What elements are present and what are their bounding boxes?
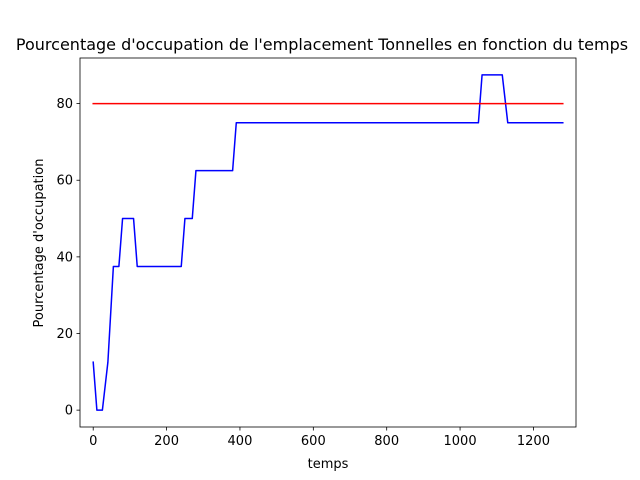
plot-background: [80, 58, 576, 427]
x-axis-label: temps: [308, 457, 349, 472]
y-tick-label: 20: [56, 327, 73, 342]
y-tick-label: 80: [56, 97, 73, 112]
x-tick-label: 600: [301, 434, 326, 449]
y-tick-label: 60: [56, 174, 73, 189]
x-tick-label: 1200: [517, 434, 550, 449]
series-line-1: [92, 74, 564, 411]
x-tick-label: 800: [374, 434, 399, 449]
axes-layer: 0 200 400 600 800 1000 1200 0 20 40 60 80: [56, 57, 577, 449]
y-axis-label: Pourcentage d'occupation: [32, 159, 47, 328]
x-tick-label: 1000: [444, 434, 477, 449]
x-tick-label: 0: [89, 434, 97, 449]
chart-title: Pourcentage d'occupation de l'emplacemen…: [16, 35, 628, 54]
plot-area: [80, 58, 576, 427]
x-tick-label: 200: [154, 434, 179, 449]
y-tick-label: 0: [65, 404, 73, 419]
series-layer: [92, 74, 564, 411]
y-tick-label: 40: [56, 250, 73, 265]
plot-frame: [79, 57, 577, 428]
x-tick-label: 400: [228, 434, 253, 449]
